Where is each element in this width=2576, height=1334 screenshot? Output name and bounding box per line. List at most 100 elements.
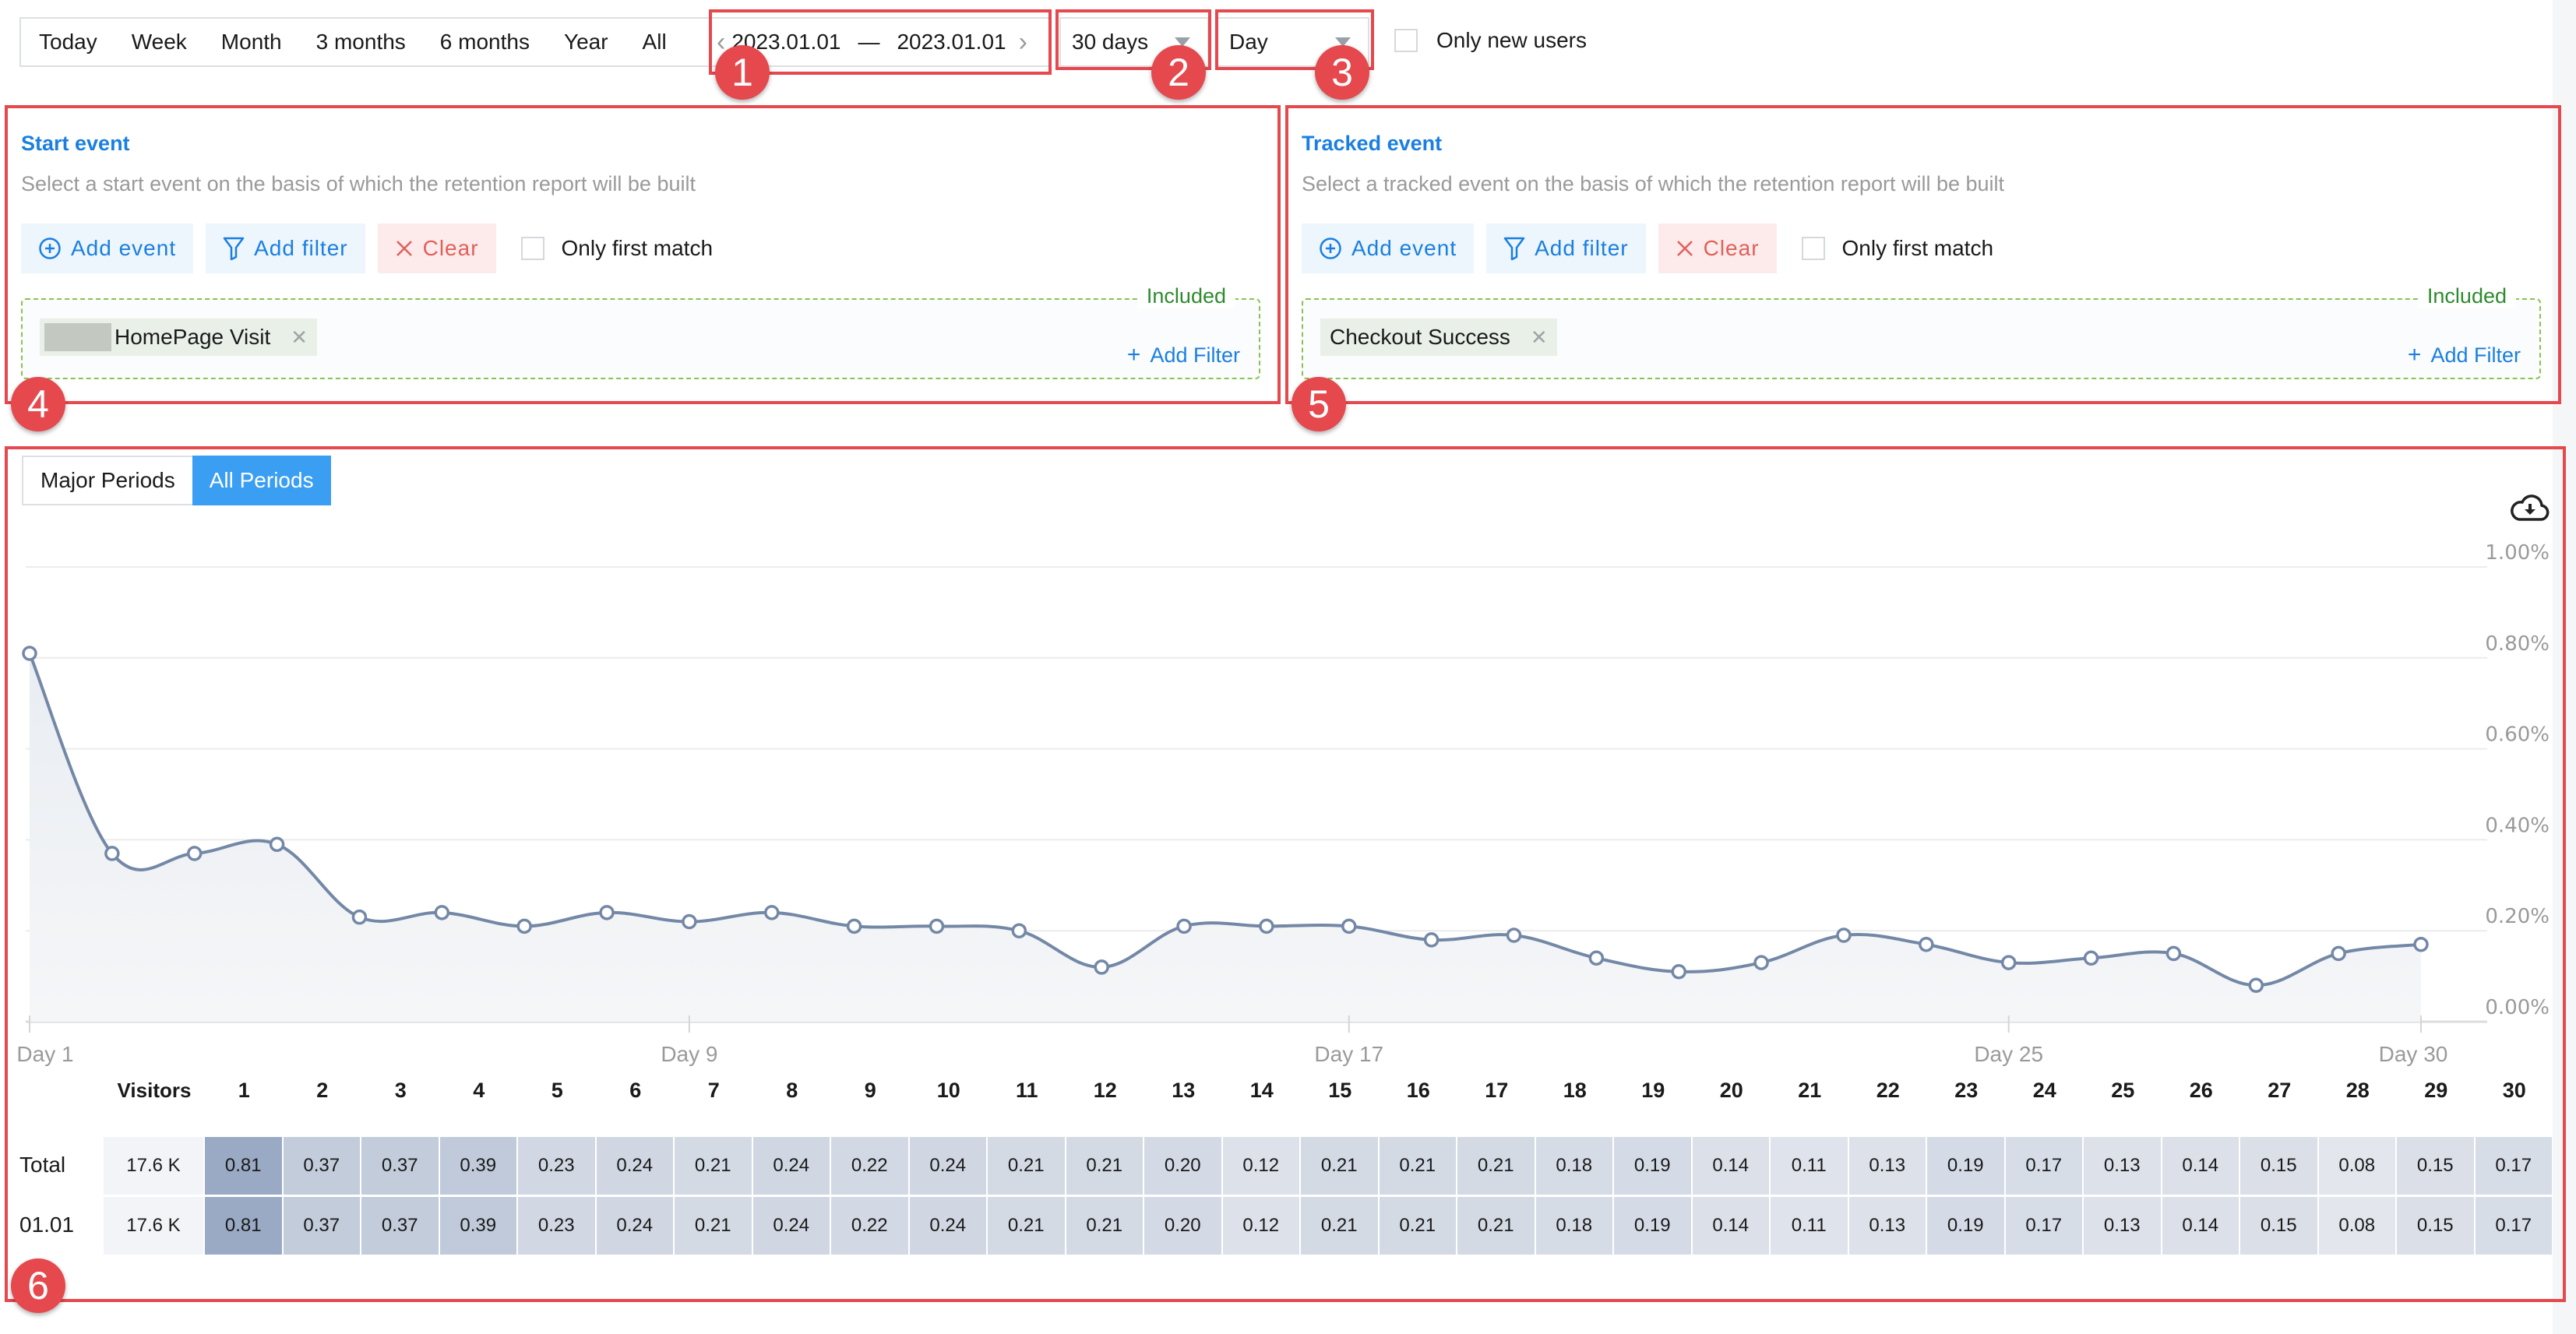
- retention-cell[interactable]: 0.37: [361, 1137, 440, 1195]
- retention-cell[interactable]: 0.81: [205, 1137, 284, 1195]
- retention-cell[interactable]: 0.24: [752, 1137, 831, 1195]
- tracked-add-filter-link[interactable]: + Add Filter: [2408, 342, 2521, 368]
- retention-cell[interactable]: 0.24: [909, 1197, 988, 1255]
- page-scrollbar[interactable]: [2553, 0, 2576, 1334]
- tracked-add-event-button[interactable]: Add event: [1302, 224, 1475, 273]
- retention-cell[interactable]: 0.15: [2397, 1137, 2476, 1195]
- tracked-event-chip[interactable]: Checkout Success ✕: [1320, 319, 1557, 356]
- chart-data-point[interactable]: [682, 913, 697, 930]
- retention-cell[interactable]: 0.21: [988, 1137, 1066, 1195]
- all-periods-tab[interactable]: All Periods: [192, 456, 331, 505]
- chart-data-point[interactable]: [22, 646, 37, 661]
- start-only-first-match-toggle[interactable]: Only first match: [520, 236, 713, 261]
- retention-cell[interactable]: 0.19: [1927, 1137, 2006, 1195]
- chart-data-point[interactable]: [186, 846, 203, 861]
- remove-chip-icon[interactable]: ✕: [291, 325, 308, 349]
- chart-data-point[interactable]: [1671, 964, 1686, 980]
- retention-cell[interactable]: 0.21: [1301, 1197, 1380, 1255]
- retention-cell[interactable]: 0.19: [1614, 1137, 1693, 1195]
- retention-cell[interactable]: 0.24: [909, 1137, 988, 1195]
- start-event-chip[interactable]: HomePage Visit ✕: [40, 319, 318, 356]
- chart-data-point[interactable]: [2248, 977, 2264, 994]
- retention-cell[interactable]: 0.08: [2318, 1137, 2397, 1195]
- start-add-event-button[interactable]: Add event: [21, 224, 194, 273]
- remove-chip-icon[interactable]: ✕: [1530, 325, 1548, 349]
- chart-data-point[interactable]: [104, 846, 120, 861]
- chart-data-point[interactable]: [2413, 936, 2429, 952]
- chevron-left-icon[interactable]: ‹: [717, 27, 726, 57]
- start-add-filter-link[interactable]: + Add Filter: [1127, 342, 1240, 368]
- chart-data-point[interactable]: [1588, 950, 1605, 966]
- start-only-first-match-checkbox[interactable]: [520, 237, 544, 260]
- retention-cell[interactable]: 0.23: [518, 1137, 597, 1195]
- retention-cell[interactable]: 0.39: [439, 1197, 518, 1255]
- retention-cell[interactable]: 0.24: [596, 1137, 675, 1195]
- retention-cell[interactable]: 0.21: [1066, 1197, 1144, 1255]
- retention-cell[interactable]: 0.12: [1222, 1197, 1301, 1255]
- retention-cell[interactable]: 0.22: [831, 1197, 910, 1255]
- start-add-filter-button[interactable]: Add filter: [206, 224, 365, 273]
- chart-data-point[interactable]: [351, 909, 368, 925]
- retention-cell[interactable]: 0.37: [361, 1197, 440, 1255]
- chart-data-point[interactable]: [929, 918, 945, 935]
- tracked-only-first-match-toggle[interactable]: Only first match: [1801, 236, 1993, 261]
- chart-data-point[interactable]: [599, 905, 615, 920]
- retention-cell[interactable]: 0.11: [1771, 1197, 1849, 1255]
- period-week-button[interactable]: Week: [131, 30, 187, 54]
- retention-cell[interactable]: 0.15: [2240, 1197, 2319, 1255]
- retention-cell[interactable]: 0.17: [2005, 1137, 2084, 1195]
- chart-data-point[interactable]: [434, 905, 450, 920]
- period-today-button[interactable]: Today: [39, 30, 97, 54]
- retention-cell[interactable]: 0.13: [1848, 1137, 1927, 1195]
- only-new-users-checkbox[interactable]: [1394, 29, 1418, 52]
- chart-data-point[interactable]: [1919, 936, 1934, 952]
- retention-cell[interactable]: 0.13: [2084, 1197, 2162, 1255]
- retention-cell[interactable]: 0.15: [2240, 1137, 2319, 1195]
- major-periods-tab[interactable]: Major Periods: [22, 456, 192, 505]
- tracked-clear-button[interactable]: Clear: [1658, 224, 1777, 273]
- period-all-button[interactable]: All: [642, 30, 667, 54]
- retention-cell[interactable]: 0.13: [1848, 1197, 1927, 1255]
- retention-cell[interactable]: 0.21: [988, 1197, 1066, 1255]
- period-3-months-button[interactable]: 3 months: [315, 30, 406, 54]
- retention-cell[interactable]: 0.24: [752, 1197, 831, 1255]
- retention-cell[interactable]: 0.20: [1144, 1197, 1223, 1255]
- retention-cell[interactable]: 0.13: [2084, 1137, 2162, 1195]
- retention-cell[interactable]: 0.37: [283, 1197, 361, 1255]
- chart-data-point[interactable]: [846, 918, 862, 935]
- retention-cell[interactable]: 0.17: [2475, 1197, 2553, 1255]
- chart-data-point[interactable]: [1836, 927, 1852, 943]
- retention-cell[interactable]: 0.39: [439, 1137, 518, 1195]
- retention-cell[interactable]: 0.20: [1144, 1137, 1223, 1195]
- chart-data-point[interactable]: [1423, 932, 1440, 948]
- period-month-button[interactable]: Month: [220, 30, 282, 54]
- retention-cell[interactable]: 0.81: [205, 1197, 284, 1255]
- chart-data-point[interactable]: [2083, 950, 2099, 966]
- chart-data-point[interactable]: [1259, 918, 1274, 935]
- retention-cell[interactable]: 0.14: [1692, 1137, 1771, 1195]
- chart-data-point[interactable]: [1341, 918, 1357, 935]
- retention-cell[interactable]: 0.14: [2162, 1137, 2240, 1195]
- tracked-only-first-match-checkbox[interactable]: [1801, 237, 1825, 260]
- retention-cell[interactable]: 0.24: [596, 1197, 675, 1255]
- retention-cell[interactable]: 0.22: [831, 1137, 910, 1195]
- retention-cell[interactable]: 0.17: [2475, 1137, 2553, 1195]
- date-range-end[interactable]: 2023.01.01: [897, 30, 1006, 54]
- chevron-right-icon[interactable]: ›: [1018, 27, 1027, 57]
- retention-cell[interactable]: 0.23: [518, 1197, 597, 1255]
- chart-data-point[interactable]: [1011, 923, 1027, 938]
- chart-data-point[interactable]: [2165, 945, 2182, 962]
- retention-cell[interactable]: 0.19: [1614, 1197, 1693, 1255]
- retention-cell[interactable]: 0.21: [1301, 1137, 1380, 1195]
- only-new-users-toggle[interactable]: Only new users: [1394, 28, 1587, 53]
- period-year-button[interactable]: Year: [563, 30, 608, 54]
- date-range-start[interactable]: 2023.01.01: [731, 30, 841, 54]
- retention-cell[interactable]: 0.11: [1771, 1137, 1849, 1195]
- tracked-add-filter-button[interactable]: Add filter: [1486, 224, 1646, 273]
- date-range-picker[interactable]: ‹ 2023.01.01 — 2023.01.01 ›: [710, 17, 1050, 67]
- chart-data-point[interactable]: [1506, 927, 1522, 943]
- retention-cell[interactable]: 0.18: [1535, 1197, 1614, 1255]
- chart-data-point[interactable]: [2000, 955, 2017, 970]
- retention-cell[interactable]: 0.12: [1222, 1137, 1301, 1195]
- granularity-select[interactable]: Day: [1217, 17, 1369, 67]
